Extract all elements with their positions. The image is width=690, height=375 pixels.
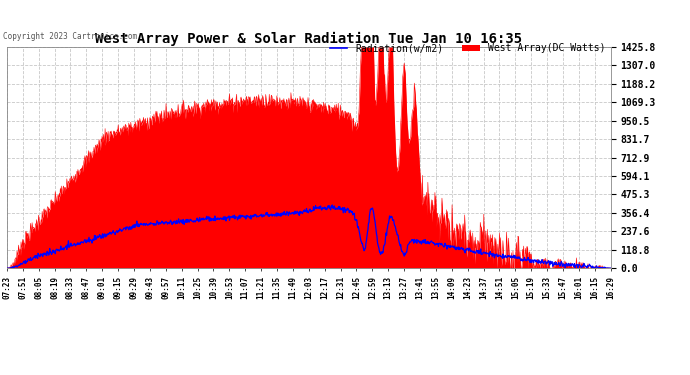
Text: Copyright 2023 Cartronics.com: Copyright 2023 Cartronics.com (3, 32, 137, 41)
Title: West Array Power & Solar Radiation Tue Jan 10 16:35: West Array Power & Solar Radiation Tue J… (95, 32, 522, 46)
Legend: Radiation(w/m2), West Array(DC Watts): Radiation(w/m2), West Array(DC Watts) (326, 40, 609, 57)
